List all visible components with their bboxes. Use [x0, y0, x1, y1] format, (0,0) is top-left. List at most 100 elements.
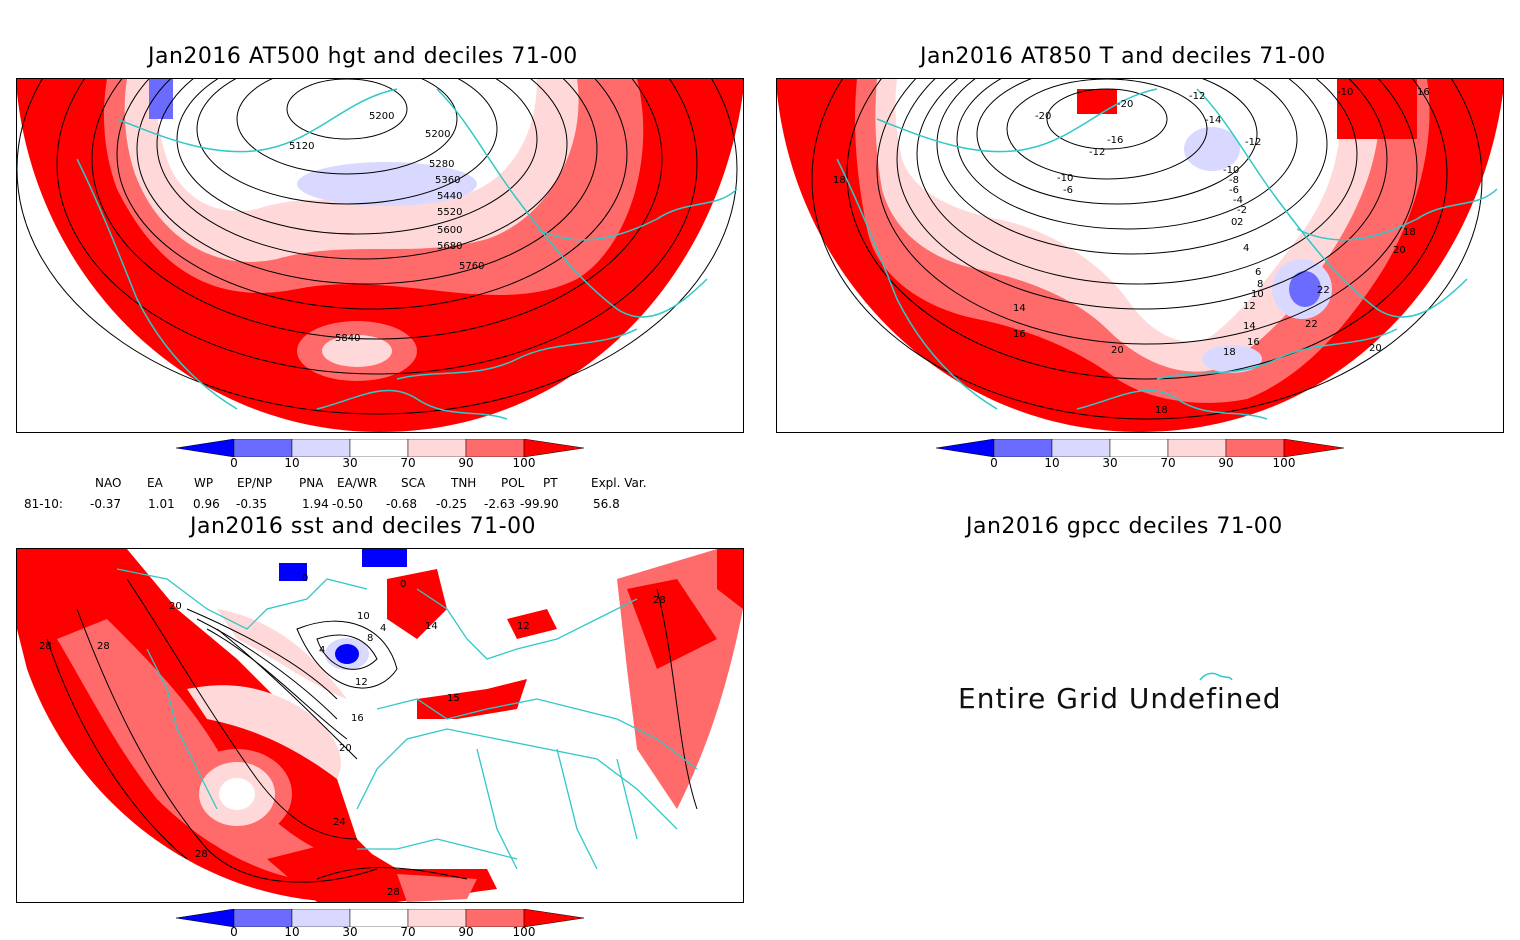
- colorbar-label: 70: [1160, 456, 1176, 470]
- colorbar-label: 100: [1272, 456, 1296, 470]
- t850-label: -20: [1035, 111, 1051, 122]
- colorbar-label: 90: [458, 456, 474, 470]
- index-value: 56.8: [593, 497, 620, 511]
- colorbar-label: 70: [400, 925, 416, 939]
- colorbar-label: 90: [458, 925, 474, 939]
- t850-label: -6: [1229, 185, 1239, 196]
- t850-label: 4: [1243, 243, 1249, 254]
- t850-contour-labels: -20 -20 -12 -14 -16 -12 -10 -8 -6 -10 -6…: [833, 87, 1430, 416]
- sst-label: 15: [447, 693, 460, 704]
- z500-map: 5120 5200 5200 5280 5360 5440 5520 5600 …: [17, 79, 743, 432]
- colorbar-label: 90: [1218, 456, 1234, 470]
- sst-map-panel: 0 0 4 4 8 10 12 16 20 24 28 28 28 28 28 …: [16, 548, 744, 903]
- z500-coastlines: [76, 88, 738, 420]
- t850-title: Jan2016 AT850 T and deciles 71-00: [920, 44, 1326, 69]
- z500-label: 5280: [429, 159, 454, 170]
- t850-label: 16: [1013, 329, 1026, 340]
- t850-label: -6: [1063, 185, 1073, 196]
- gpcc-undefined-message: Entire Grid Undefined: [958, 682, 1282, 715]
- index-header: Expl. Var.: [591, 476, 647, 490]
- t850-label: 18: [1223, 347, 1236, 358]
- index-value: 1.94: [302, 497, 329, 511]
- z500-contour-labels: 5120 5200 5200 5280 5360 5440 5520 5600 …: [289, 111, 484, 344]
- sst-label: 28: [387, 887, 400, 898]
- z500-label: 5760: [459, 261, 484, 272]
- t850-label: -14: [1205, 115, 1221, 126]
- colorbar-label: 100: [512, 925, 536, 939]
- t850-label: 16: [1417, 87, 1430, 98]
- index-value: 1.01: [148, 497, 175, 511]
- index-value: -0.68: [386, 497, 418, 511]
- sst-label: 28: [97, 641, 110, 652]
- t850-label: 20: [1111, 345, 1124, 356]
- colorbar-z500-swatches: [175, 438, 585, 458]
- index-value: 0.96: [193, 497, 220, 511]
- sst-label: 24: [333, 817, 346, 828]
- colorbar-label: 10: [284, 456, 300, 470]
- t850-label: 14: [1243, 321, 1256, 332]
- t850-label: 20: [1393, 245, 1406, 256]
- sst-label: 0: [302, 573, 308, 584]
- sst-label: 20: [339, 743, 352, 754]
- z500-label: 5680: [437, 241, 462, 252]
- index-header: TNH: [451, 476, 477, 490]
- colorbar-sst-swatches: [175, 908, 585, 928]
- t850-label: -16: [1107, 135, 1123, 146]
- sst-label: 28: [39, 641, 52, 652]
- index-value: -99.90: [520, 497, 559, 511]
- z500-label: 5440: [437, 191, 462, 202]
- t850-map: -20 -20 -12 -14 -16 -12 -10 -8 -6 -10 -6…: [777, 79, 1503, 432]
- t850-label: 18: [1155, 405, 1168, 416]
- t850-label: 16: [1247, 337, 1260, 348]
- z500-title: Jan2016 AT500 hgt and deciles 71-00: [148, 44, 578, 69]
- colorbar-label: 30: [342, 456, 358, 470]
- t850-label: 18: [1403, 227, 1416, 238]
- index-header: NAO: [95, 476, 122, 490]
- t850-label: 14: [1013, 303, 1026, 314]
- index-value: -0.50: [332, 497, 364, 511]
- index-row-label: 81-10:: [24, 497, 63, 511]
- indices-headers: NAO EA WP EP/NP PNA EA/WR SCA TNH POL PT…: [0, 476, 760, 492]
- t850-label: 2: [1237, 217, 1243, 228]
- t850-label: -20: [1117, 99, 1133, 110]
- t850-label: -10: [1223, 165, 1239, 176]
- colorbar-label: 0: [230, 925, 238, 939]
- sst-coastlines: [116, 568, 698, 870]
- colorbar-label: 100: [512, 456, 536, 470]
- colorbar-label: 70: [400, 456, 416, 470]
- colorbar-label: 10: [284, 925, 300, 939]
- z500-label: 5360: [435, 175, 460, 186]
- t850-label: -12: [1245, 137, 1261, 148]
- z500-map-panel: 5120 5200 5200 5280 5360 5440 5520 5600 …: [16, 78, 744, 433]
- index-value: -0.37: [90, 497, 122, 511]
- t850-coastlines: [836, 88, 1498, 420]
- colorbar-label: 30: [342, 925, 358, 939]
- t850-map-panel: -20 -20 -12 -14 -16 -12 -10 -8 -6 -10 -6…: [776, 78, 1504, 433]
- sst-label: 12: [517, 621, 530, 632]
- colorbar-t850: 0 10 30 70 90 100: [935, 438, 1346, 475]
- t850-label: 22: [1317, 285, 1330, 296]
- t850-label: -8: [1229, 175, 1239, 186]
- colorbar-t850-swatches: [935, 438, 1345, 458]
- sst-title: Jan2016 sst and deciles 71-00: [190, 514, 537, 539]
- t850-label: 12: [1243, 301, 1256, 312]
- sst-label: 14: [425, 621, 438, 632]
- colorbar-z500: 0 10 30 70 90 100: [175, 438, 586, 475]
- t850-label: 8: [1257, 279, 1263, 290]
- z500-label: 5520: [437, 207, 462, 218]
- index-header: EP/NP: [237, 476, 273, 490]
- t850-label: 20: [1369, 343, 1382, 354]
- t850-label: -10: [1057, 173, 1073, 184]
- index-header: PNA: [299, 476, 324, 490]
- index-header: SCA: [401, 476, 426, 490]
- sst-label: 28: [195, 849, 208, 860]
- index-header: POL: [501, 476, 525, 490]
- indices-values: 81-10: -0.37 1.01 0.96 -0.35 1.94 -0.50 …: [0, 497, 760, 513]
- index-header: EA/WR: [337, 476, 378, 490]
- colorbar-sst: 0 10 30 70 90 100: [175, 908, 586, 939]
- z500-label: 5840: [335, 333, 360, 344]
- z500-label: 5200: [369, 111, 394, 122]
- sst-label: 28: [653, 595, 666, 606]
- z500-label: 5120: [289, 141, 314, 152]
- t850-label: -12: [1189, 91, 1205, 102]
